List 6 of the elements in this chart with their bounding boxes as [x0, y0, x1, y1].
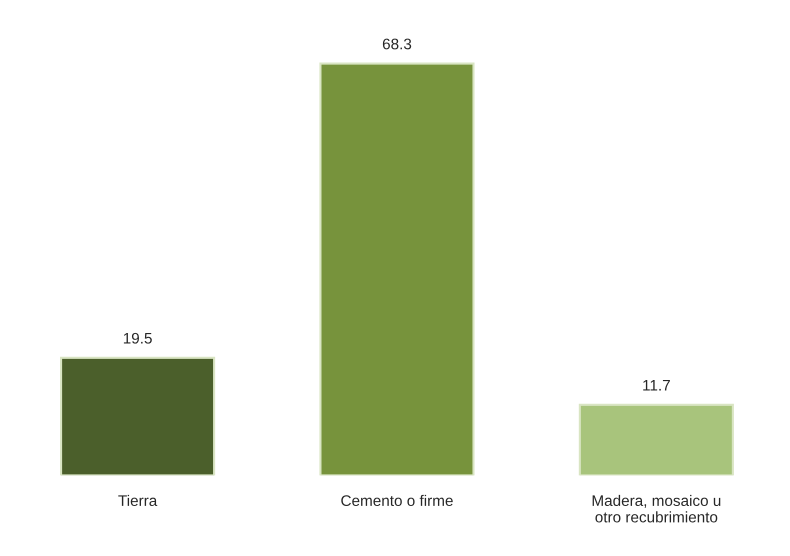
x-tick-label: Tierra: [118, 494, 158, 506]
data-label: 68.3: [382, 38, 412, 50]
data-label: 11.7: [643, 380, 670, 391]
data-label: 19.5: [124, 332, 152, 344]
x-tick-label: Madera, mosaico u otro recubrimiento: [592, 494, 720, 523]
x-tick-label: Cemento o firme: [341, 494, 453, 506]
